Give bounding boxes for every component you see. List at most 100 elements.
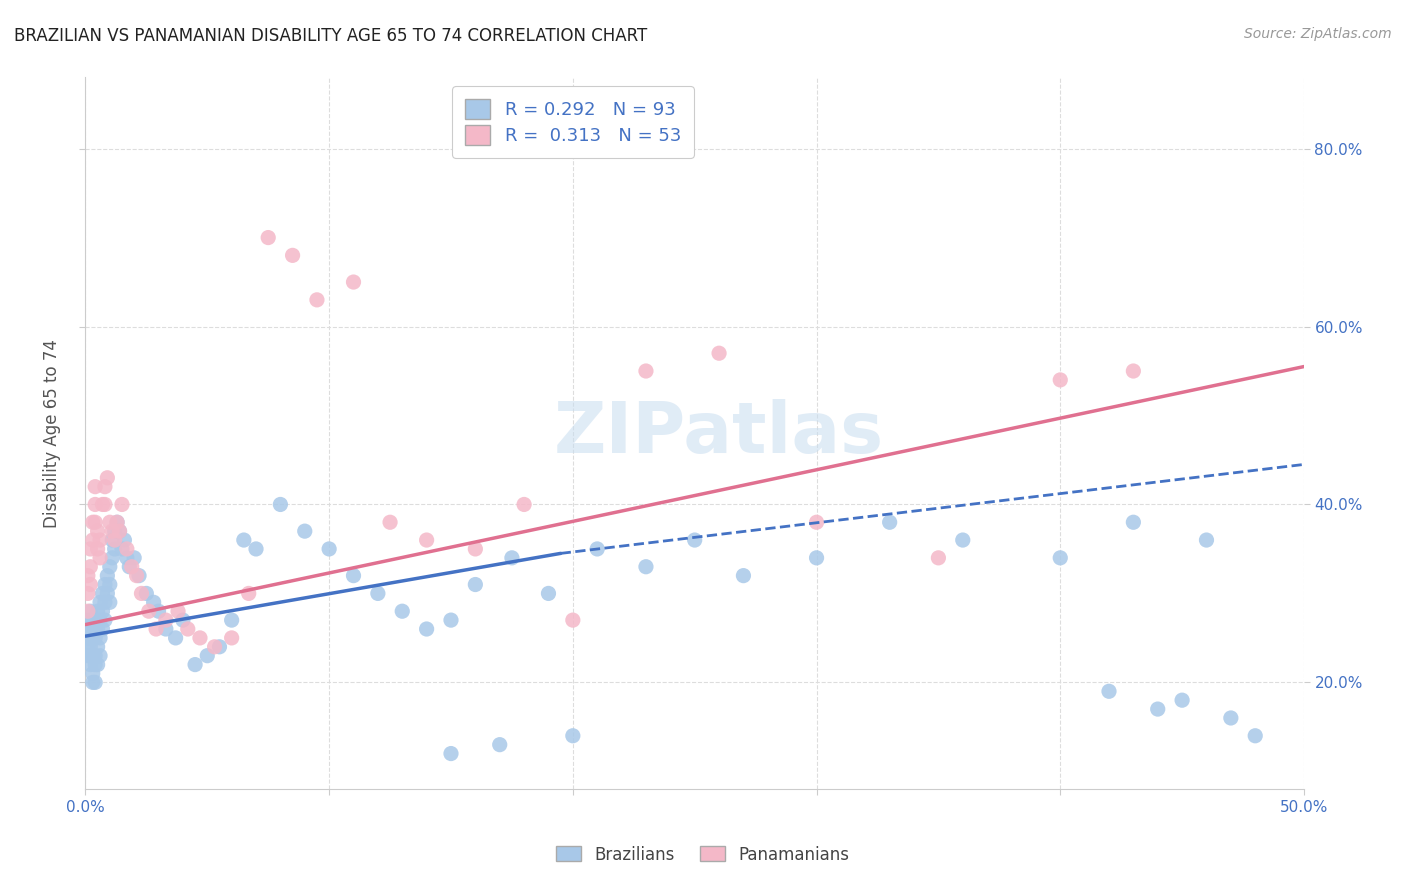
- Point: [281, 248, 304, 262]
- Point: [367, 586, 389, 600]
- Y-axis label: Disability Age 65 to 74: Disability Age 65 to 74: [44, 339, 60, 528]
- Point: [76, 568, 98, 582]
- Point: [111, 498, 134, 512]
- Point: [105, 515, 128, 529]
- Point: [79, 640, 101, 654]
- Point: [440, 613, 463, 627]
- Point: [128, 568, 150, 582]
- Point: [342, 568, 364, 582]
- Point: [84, 657, 107, 672]
- Point: [98, 595, 121, 609]
- Point: [82, 631, 104, 645]
- Point: [79, 604, 101, 618]
- Point: [86, 541, 108, 556]
- Point: [112, 533, 135, 547]
- Point: [82, 613, 104, 627]
- Point: [105, 515, 128, 529]
- Point: [1171, 693, 1194, 707]
- Point: [76, 640, 98, 654]
- Point: [101, 533, 124, 547]
- Point: [91, 604, 114, 618]
- Point: [464, 577, 486, 591]
- Point: [683, 533, 706, 547]
- Point: [96, 586, 118, 600]
- Point: [221, 631, 243, 645]
- Point: [440, 747, 463, 761]
- Point: [142, 595, 165, 609]
- Text: BRAZILIAN VS PANAMANIAN DISABILITY AGE 65 TO 74 CORRELATION CHART: BRAZILIAN VS PANAMANIAN DISABILITY AGE 6…: [14, 27, 647, 45]
- Point: [82, 666, 104, 681]
- Point: [79, 541, 101, 556]
- Point: [204, 640, 226, 654]
- Point: [195, 648, 218, 663]
- Point: [806, 550, 828, 565]
- Point: [122, 550, 145, 565]
- Point: [104, 533, 127, 547]
- Point: [82, 515, 104, 529]
- Point: [82, 675, 104, 690]
- Point: [79, 622, 101, 636]
- Point: [232, 533, 254, 547]
- Point: [464, 541, 486, 556]
- Point: [89, 595, 111, 609]
- Point: [89, 550, 111, 565]
- Point: [91, 498, 114, 512]
- Point: [1146, 702, 1168, 716]
- Point: [84, 515, 107, 529]
- Point: [86, 524, 108, 538]
- Point: [561, 729, 583, 743]
- Point: [98, 577, 121, 591]
- Point: [79, 648, 101, 663]
- Point: [111, 541, 134, 556]
- Point: [1098, 684, 1121, 698]
- Point: [634, 559, 657, 574]
- Legend: Brazilians, Panamanians: Brazilians, Panamanians: [550, 839, 856, 871]
- Point: [155, 622, 177, 636]
- Point: [79, 631, 101, 645]
- Point: [84, 480, 107, 494]
- Point: [806, 515, 828, 529]
- Point: [79, 657, 101, 672]
- Point: [1219, 711, 1241, 725]
- Point: [1195, 533, 1218, 547]
- Point: [98, 515, 121, 529]
- Point: [108, 524, 131, 538]
- Point: [76, 648, 98, 663]
- Point: [115, 541, 138, 556]
- Point: [1244, 729, 1267, 743]
- Point: [172, 613, 194, 627]
- Legend: R = 0.292   N = 93, R =  0.313   N = 53: R = 0.292 N = 93, R = 0.313 N = 53: [453, 87, 693, 158]
- Point: [269, 498, 291, 512]
- Point: [94, 480, 117, 494]
- Point: [86, 622, 108, 636]
- Point: [257, 230, 280, 244]
- Point: [101, 524, 124, 538]
- Point: [86, 657, 108, 672]
- Point: [586, 541, 609, 556]
- Point: [537, 586, 560, 600]
- Point: [927, 550, 949, 565]
- Point: [76, 613, 98, 627]
- Point: [104, 524, 127, 538]
- Point: [1122, 364, 1144, 378]
- Point: [1122, 515, 1144, 529]
- Point: [84, 675, 107, 690]
- Point: [952, 533, 974, 547]
- Point: [104, 541, 127, 556]
- Point: [135, 586, 157, 600]
- Point: [84, 648, 107, 663]
- Point: [84, 498, 107, 512]
- Point: [121, 559, 143, 574]
- Point: [221, 613, 243, 627]
- Text: Source: ZipAtlas.com: Source: ZipAtlas.com: [1244, 27, 1392, 41]
- Point: [76, 631, 98, 645]
- Point: [707, 346, 730, 360]
- Point: [342, 275, 364, 289]
- Point: [415, 533, 437, 547]
- Point: [101, 550, 124, 565]
- Point: [155, 613, 177, 627]
- Point: [165, 631, 187, 645]
- Point: [184, 657, 207, 672]
- Point: [79, 559, 101, 574]
- Point: [148, 604, 170, 618]
